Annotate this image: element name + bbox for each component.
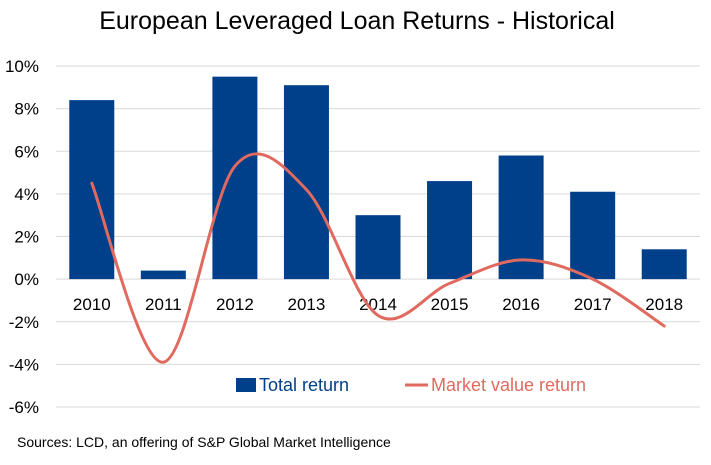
bar bbox=[69, 100, 115, 280]
y-tick-label: 8% bbox=[14, 100, 39, 119]
bar bbox=[283, 85, 329, 280]
y-tick-label: -2% bbox=[9, 313, 39, 332]
x-tick-label: 2018 bbox=[645, 295, 683, 314]
x-tick-label: 2013 bbox=[288, 295, 326, 314]
y-tick-label: 10% bbox=[5, 57, 39, 76]
bar bbox=[355, 215, 401, 280]
x-axis: 2010 2011 2012 2013 2014 2015 2016 2017 2018 bbox=[73, 295, 683, 314]
legend-swatch-total-return bbox=[236, 378, 256, 392]
legend-label-total-return: Total return bbox=[259, 375, 349, 395]
line-market-value-return bbox=[90, 152, 666, 364]
x-tick-label: 2015 bbox=[431, 295, 469, 314]
chart-title: European Leveraged Loan Returns - Histor… bbox=[99, 7, 615, 35]
x-tick-label: 2016 bbox=[502, 295, 540, 314]
line-series bbox=[90, 152, 666, 364]
bar-series bbox=[69, 76, 687, 280]
bar bbox=[641, 249, 687, 280]
bar bbox=[212, 76, 258, 280]
source-note: Sources: LCD, an offering of S&P Global … bbox=[17, 434, 391, 450]
legend-label-market-value-return: Market value return bbox=[431, 375, 586, 395]
x-tick-label: 2012 bbox=[216, 295, 254, 314]
y-tick-label: -6% bbox=[9, 398, 39, 417]
x-tick-label: 2017 bbox=[574, 295, 612, 314]
bar bbox=[427, 181, 473, 280]
y-tick-label: -4% bbox=[9, 355, 39, 374]
y-tick-label: 0% bbox=[14, 270, 39, 289]
y-tick-label: 2% bbox=[14, 228, 39, 247]
bar bbox=[140, 270, 186, 280]
x-tick-label: 2014 bbox=[359, 295, 397, 314]
x-tick-label: 2010 bbox=[73, 295, 111, 314]
y-tick-label: 4% bbox=[14, 185, 39, 204]
bar bbox=[570, 191, 616, 280]
y-tick-label: 6% bbox=[14, 142, 39, 161]
y-axis: -6% -4% -2% 0% 2% 4% 6% 8% 10% bbox=[5, 57, 39, 417]
x-tick-label: 2011 bbox=[145, 295, 182, 314]
legend: Total return Market value return bbox=[236, 375, 586, 395]
